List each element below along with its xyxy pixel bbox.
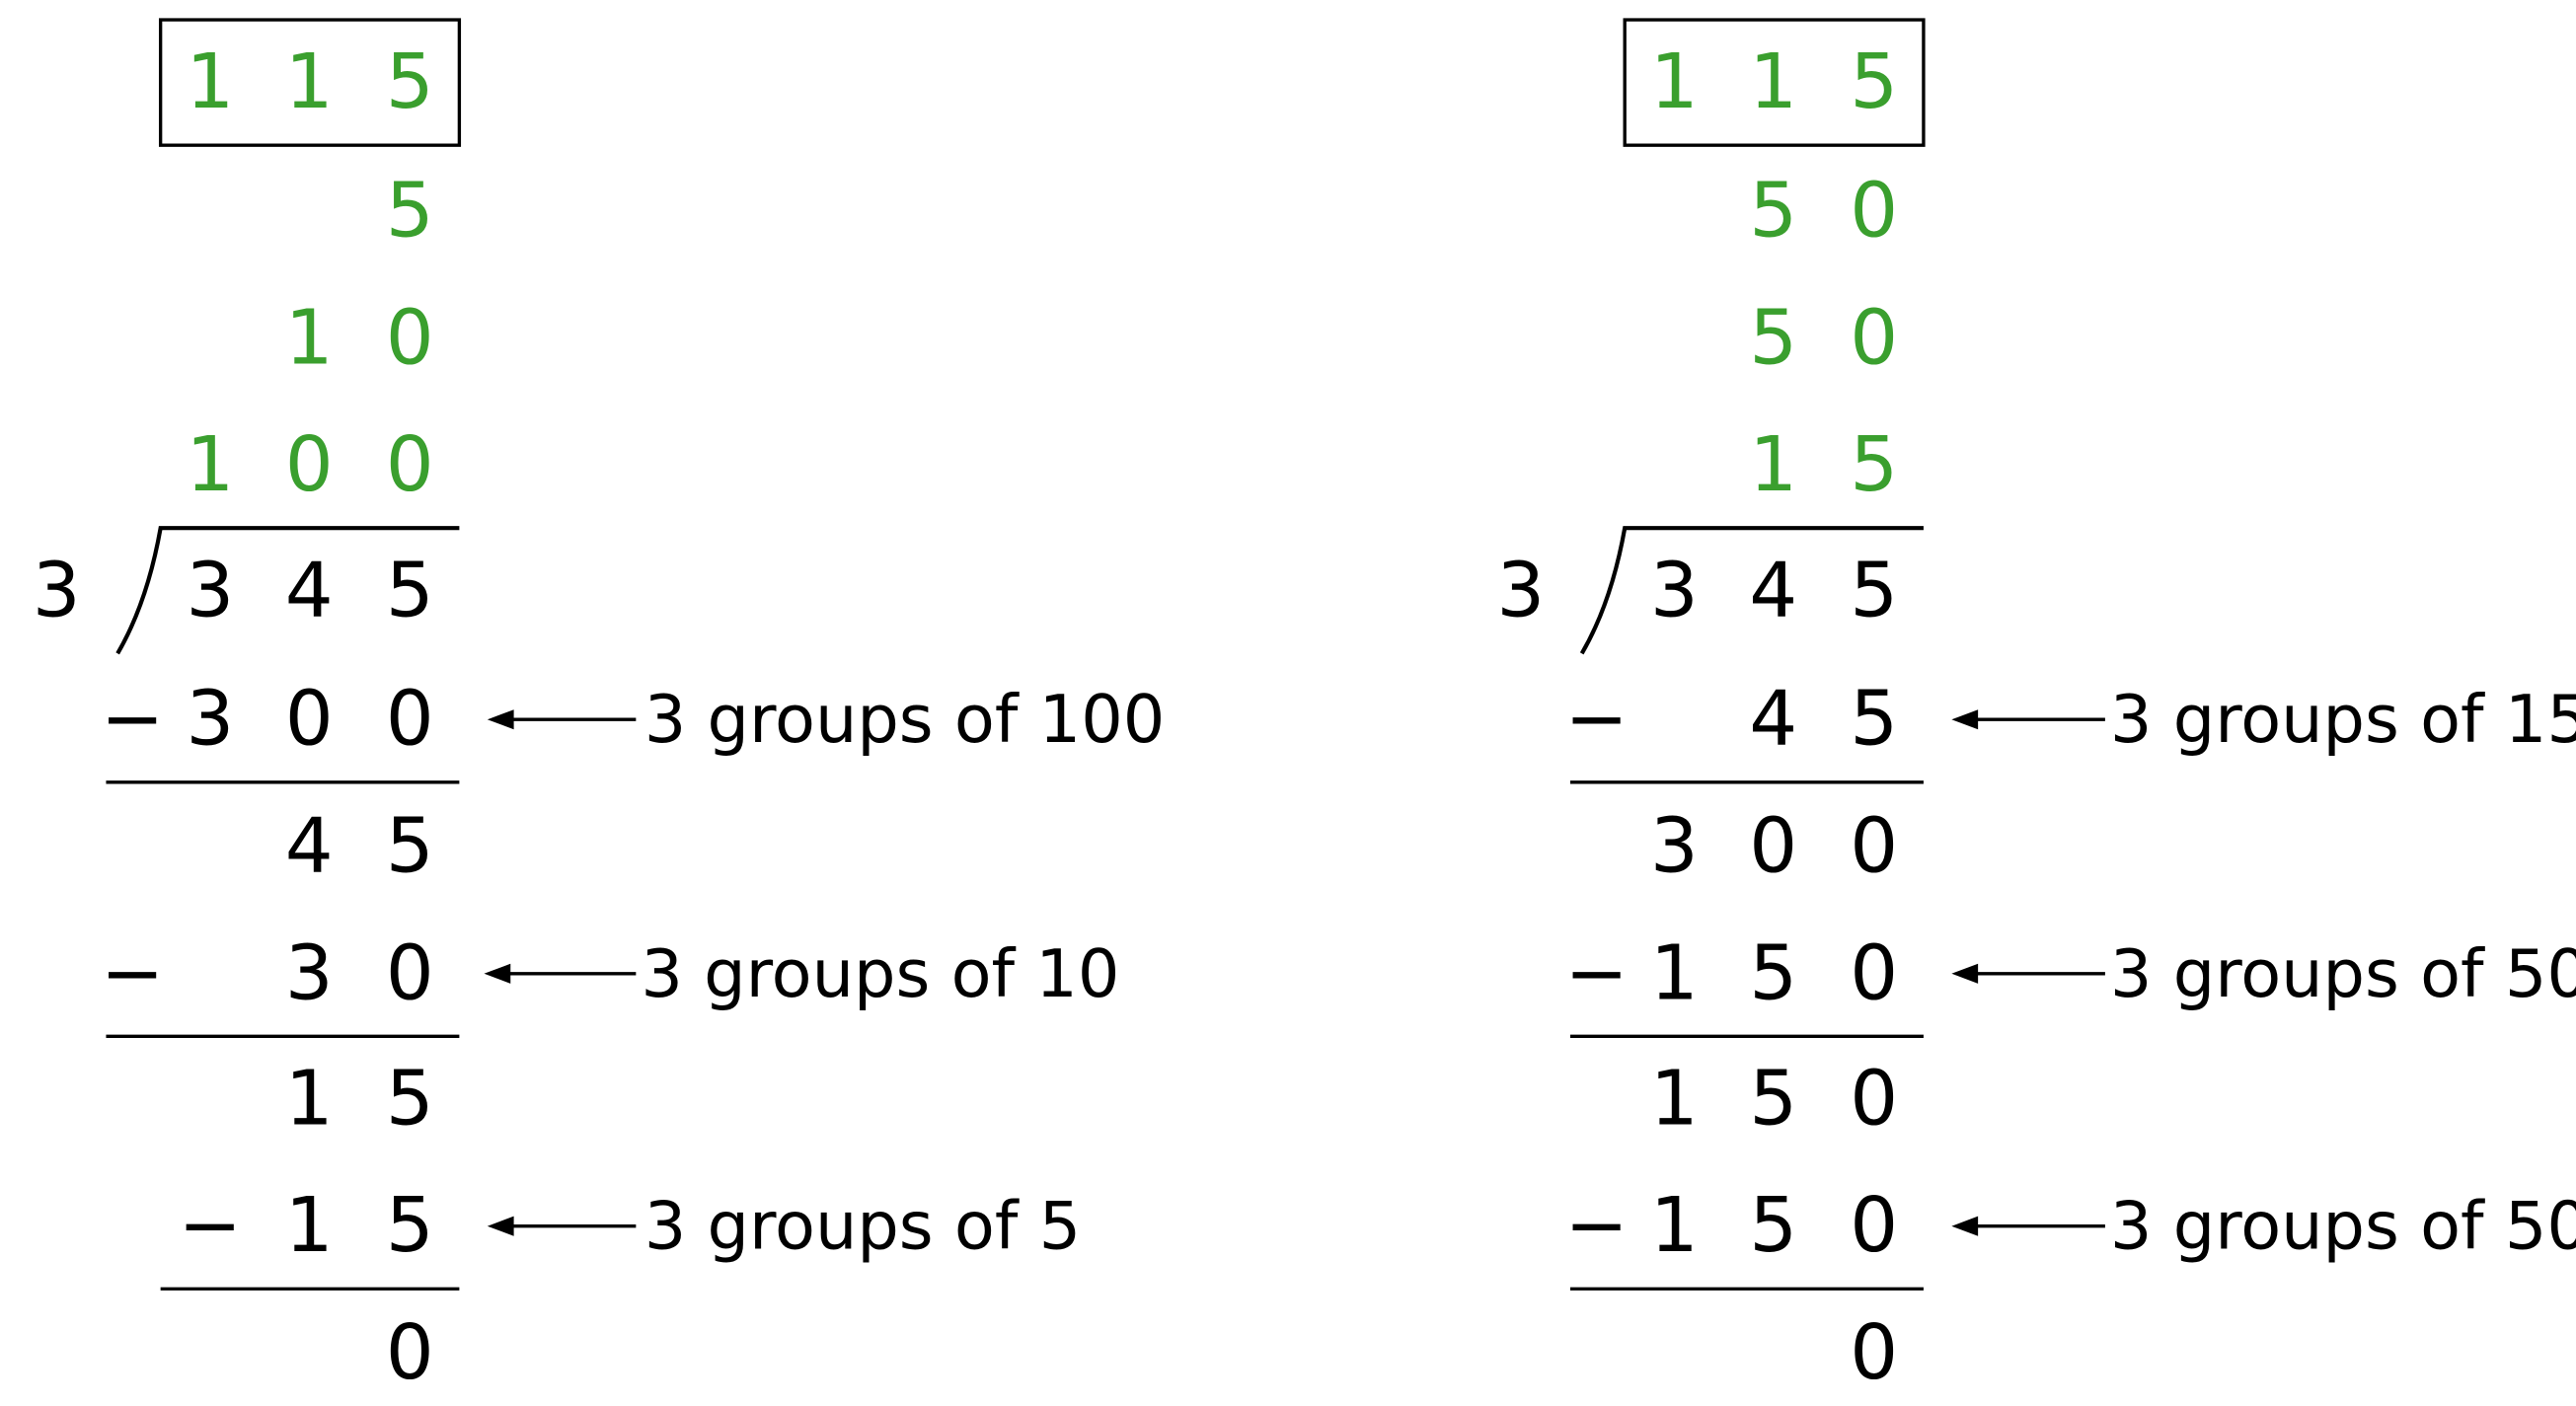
subtrahend-digit: 3 (285, 929, 334, 1017)
partial-quotient-digit: 0 (386, 294, 434, 382)
partial-quotient-digit: 0 (285, 421, 334, 509)
subtrahend-digit: 4 (1749, 676, 1797, 764)
partial-quotient-digit: 1 (186, 421, 234, 509)
division-bracket (1579, 526, 1924, 655)
subtrahend-digit: 1 (1650, 1182, 1699, 1270)
quotient-digit: 5 (386, 38, 434, 126)
arrow-left-icon (487, 1216, 514, 1236)
arrow-left-icon (484, 963, 511, 984)
remainder-digit: 0 (1850, 1309, 1898, 1397)
remainder-digit: 1 (285, 1055, 334, 1143)
quotient-box (158, 18, 462, 147)
dividend-digit: 4 (1749, 547, 1797, 634)
remainder-digit: 5 (386, 803, 434, 891)
arrow-left-icon (1951, 709, 1979, 730)
partial-quotient-digit: 0 (386, 421, 434, 509)
subtrahend-digit: 0 (386, 929, 434, 1017)
partial-quotient-digit: 0 (1850, 294, 1898, 382)
partial-quotient-digit: 5 (1749, 294, 1797, 382)
partial-quotient-digit: 1 (285, 294, 334, 382)
remainder-digit: 0 (1850, 803, 1898, 891)
quotient-digit: 5 (1850, 38, 1898, 126)
dividend-digit: 4 (285, 547, 334, 634)
subtrahend-digit: 0 (285, 676, 334, 764)
divisor: 3 (1496, 547, 1545, 634)
arrow-left-icon (487, 709, 514, 730)
arrow-left-icon (1951, 963, 1979, 984)
step-label: 3 groups of 15 (2110, 681, 2576, 758)
step-label: 3 groups of 5 (644, 1188, 1081, 1265)
subtrahend-digit: 1 (285, 1182, 334, 1270)
subtrahend-digit: 1 (1650, 929, 1699, 1017)
dividend-digit: 5 (386, 547, 434, 634)
remainder-digit: 5 (1749, 1055, 1797, 1143)
remainder-digit: 0 (386, 1309, 434, 1397)
step-label: 3 groups of 10 (641, 935, 1119, 1012)
remainder-digit: 4 (285, 803, 334, 891)
quotient-digit: 1 (285, 38, 334, 126)
step-label: 3 groups of 50 (2110, 1188, 2576, 1265)
dividend-digit: 3 (1650, 547, 1699, 634)
quotient-digit: 1 (1749, 38, 1797, 126)
partial-quotient-digit: 5 (386, 168, 434, 256)
subtrahend-digit: 5 (1749, 1182, 1797, 1270)
division-diagram-2: 1 1 55 05 01 53 3 4 5− 4 53 0 03 groups of 15− 1 5 01 5 0… (1496, 18, 2576, 1397)
subtrahend-digit: 5 (386, 1182, 434, 1270)
dividend-digit: 5 (1850, 547, 1898, 634)
subtrahend-digit: 5 (1749, 929, 1797, 1017)
partial-quotient-digit: 5 (1749, 168, 1797, 256)
minus-sign: − (1565, 929, 1629, 1017)
division-bracket (115, 526, 460, 655)
step-label: 3 groups of 100 (644, 681, 1166, 758)
arrow-left-icon (1951, 1216, 1979, 1236)
minus-sign: − (1565, 676, 1629, 764)
minus-sign: − (101, 929, 164, 1017)
subtrahend-digit: 0 (1850, 929, 1898, 1017)
dividend-digit: 3 (186, 547, 234, 634)
subtrahend-digit: 5 (1850, 676, 1898, 764)
remainder-digit: 1 (1650, 1055, 1699, 1143)
partial-quotient-digit: 5 (1850, 421, 1898, 509)
quotient-digit: 1 (1650, 38, 1699, 126)
partial-quotient-digit: 1 (1749, 421, 1797, 509)
quotient-digit: 1 (186, 38, 234, 126)
minus-sign: − (179, 1182, 242, 1270)
minus-sign: − (101, 676, 164, 764)
partial-quotient-digit: 0 (1850, 168, 1898, 256)
subtrahend-digit: 0 (386, 676, 434, 764)
subtrahend-digit: 3 (186, 676, 234, 764)
remainder-digit: 5 (386, 1055, 434, 1143)
minus-sign: − (1565, 1182, 1629, 1270)
division-diagram-1: 1 1 551 01 0 03 3 4 5− 3 0 04 53 groups of 100− 3 01 53… (33, 18, 1166, 1397)
step-label: 3 groups of 50 (2110, 935, 2576, 1012)
subtrahend-digit: 0 (1850, 1182, 1898, 1270)
remainder-digit: 3 (1650, 803, 1699, 891)
quotient-box (1623, 18, 1926, 147)
divisor: 3 (33, 547, 81, 634)
remainder-digit: 0 (1749, 803, 1797, 891)
remainder-digit: 0 (1850, 1055, 1898, 1143)
